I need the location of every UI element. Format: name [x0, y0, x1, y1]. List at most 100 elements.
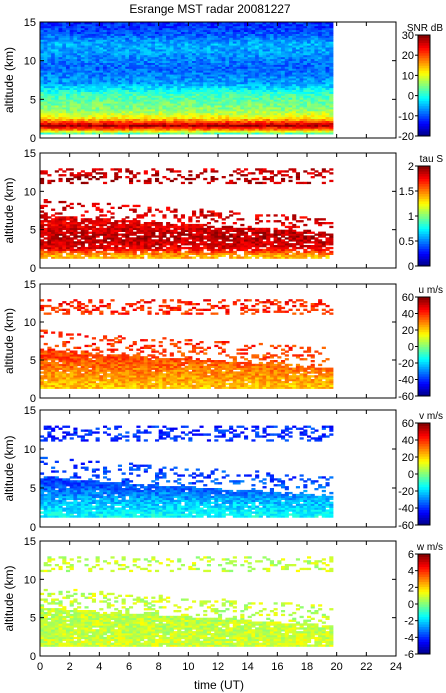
data-cell [80, 70, 85, 73]
data-cell [84, 107, 89, 110]
data-cell [140, 80, 145, 83]
data-cell [143, 110, 148, 114]
data-cell [303, 70, 308, 73]
data-cell [117, 52, 122, 56]
data-cell [132, 33, 137, 36]
data-cell [321, 118, 326, 121]
data-cell [84, 109, 89, 112]
data-cell [218, 54, 223, 58]
data-cell [110, 39, 115, 42]
data-cell [236, 128, 241, 131]
data-cell [329, 87, 334, 90]
data-cell [162, 107, 167, 110]
data-cell [80, 233, 85, 236]
data-cell [114, 85, 119, 89]
data-cell [206, 58, 211, 61]
data-cell [258, 54, 263, 58]
data-cell [325, 105, 330, 108]
data-cell [66, 78, 71, 81]
data-cell [58, 91, 63, 94]
colorbar-swatch [418, 35, 430, 38]
data-cell [206, 35, 211, 38]
data-cell [221, 45, 226, 48]
data-cell [51, 101, 56, 104]
data-cell [206, 132, 211, 135]
data-cell [240, 37, 245, 40]
data-cell [166, 37, 171, 40]
data-cell [269, 43, 274, 46]
data-cell [329, 41, 334, 44]
data-cell [199, 110, 204, 114]
data-cell [203, 126, 208, 129]
data-cell [88, 256, 93, 259]
data-cell [240, 70, 245, 73]
data-cell [262, 68, 267, 71]
data-cell [47, 91, 52, 94]
data-cell [80, 116, 85, 119]
data-cell [58, 110, 63, 114]
data-cell [177, 128, 182, 131]
data-cell [47, 216, 52, 219]
data-cell [299, 43, 304, 46]
data-cell [99, 66, 104, 69]
data-cell [295, 95, 300, 98]
data-cell [117, 35, 122, 38]
data-cell [69, 52, 74, 56]
data-cell [143, 54, 148, 58]
data-cell [66, 245, 71, 248]
data-cell [125, 109, 130, 112]
data-cell [247, 132, 252, 135]
data-cell [51, 241, 56, 244]
data-cell [262, 95, 267, 98]
data-cell [84, 120, 89, 123]
data-cell [62, 41, 67, 44]
data-cell [103, 52, 108, 56]
data-cell [121, 43, 126, 46]
data-cell [69, 51, 74, 54]
data-cell [206, 99, 211, 102]
data-cell [162, 29, 167, 32]
data-cell [132, 62, 137, 65]
data-cell [218, 58, 223, 61]
data-cell [73, 23, 78, 27]
data-cell [43, 229, 48, 232]
data-cell [173, 22, 178, 25]
data-cell [136, 51, 141, 54]
data-cell [195, 93, 200, 96]
data-cell [203, 37, 208, 40]
data-cell [247, 45, 252, 48]
data-cell [121, 114, 126, 118]
data-cell [80, 126, 85, 129]
data-cell [288, 62, 293, 65]
data-cell [192, 74, 197, 77]
data-cell [277, 37, 282, 40]
data-cell [199, 47, 204, 50]
data-cell [225, 110, 230, 114]
data-cell [103, 95, 108, 98]
data-cell [73, 49, 78, 52]
data-cell [269, 85, 274, 89]
data-cell [69, 54, 74, 58]
data-cell [177, 54, 182, 58]
data-cell [147, 93, 152, 96]
data-cell [303, 114, 308, 118]
data-cell [292, 132, 297, 135]
data-cell [277, 39, 282, 42]
data-cell [188, 51, 193, 54]
data-cell [255, 68, 260, 71]
data-cell [236, 29, 241, 32]
data-cell [140, 122, 145, 125]
data-cell [54, 64, 59, 67]
data-cell [262, 49, 267, 52]
data-cell [84, 172, 89, 175]
data-cell [84, 29, 89, 32]
data-cell [188, 45, 193, 48]
data-cell [47, 103, 52, 106]
data-cell [99, 39, 104, 42]
data-cell [177, 89, 182, 92]
data-cell [43, 39, 48, 42]
data-cell [103, 37, 108, 40]
data-cell [325, 33, 330, 36]
data-cell [66, 248, 71, 252]
data-cell [155, 33, 160, 36]
